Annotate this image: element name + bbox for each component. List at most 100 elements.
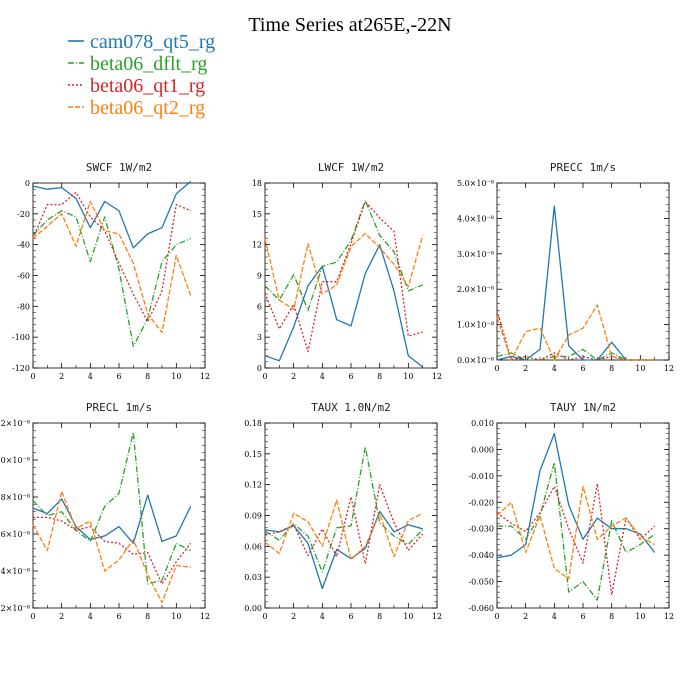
legend-label-cam078_qt5_rg: cam078_qt5_rg — [90, 31, 215, 53]
y-tick-label: 15 — [252, 210, 262, 219]
x-tick-label: 0 — [262, 612, 267, 621]
y-tick-label: -0.050 — [468, 578, 494, 587]
x-tick-label: 2 — [59, 372, 64, 381]
y-tick-label: 2.0×10⁻⁸ — [457, 285, 494, 294]
x-tick-label: 10 — [403, 612, 413, 621]
series-line-beta06_qt1_rg — [33, 516, 192, 585]
y-tick-label: 0.8×10⁻⁸ — [0, 493, 30, 502]
y-tick-label: -120 — [12, 364, 30, 373]
y-tick-label: 0.0×10⁻⁸ — [457, 356, 494, 365]
x-tick-label: 0 — [494, 612, 499, 621]
x-tick-label: 10 — [171, 612, 181, 621]
series-line-beta06_dflt_rg — [32, 431, 191, 585]
series-line-beta06_qt1_rg — [32, 191, 191, 323]
y-tick-label: 0.4×10⁻⁸ — [0, 567, 30, 576]
series-line-beta06_qt1_rg — [264, 484, 424, 565]
figure-title: Time Series at265E,-22N — [248, 14, 451, 36]
x-tick-label: 0 — [494, 364, 499, 373]
y-tick-label: 1.0×10⁻⁸ — [457, 321, 494, 330]
y-tick-label: 0.6×10⁻⁸ — [0, 530, 30, 539]
series-line-beta06_dflt_rg — [497, 461, 656, 601]
x-tick-label: 6 — [116, 612, 121, 621]
panels: SWCF 1W/m2 0 2 4 6 8 10 12 -120 -100 -80 -60 -40 -20 0… — [0, 161, 674, 621]
x-tick-label: 2 — [523, 612, 528, 621]
series-line-cam078_qt5_rg — [496, 432, 656, 559]
panel-precl: PRECL 1m/s 0 2 4 6 8 10 12 0.2×10⁻⁸ 0.4×10⁻⁸ 0.6×1… — [0, 401, 210, 621]
y-tick-label: 12 — [252, 241, 262, 250]
legend-label-beta06_dflt_rg: beta06_dflt_rg — [90, 53, 207, 75]
legend-label-beta06_qt2_rg: beta06_qt2_rg — [90, 97, 205, 119]
series-line-cam078_qt5_rg — [32, 181, 192, 249]
x-tick-label: 12 — [664, 364, 674, 373]
y-tick-label: 0.00 — [244, 604, 262, 613]
x-tick-label: 0 — [262, 372, 267, 381]
y-tick-label: 0 — [257, 364, 262, 373]
y-tick-label: -80 — [17, 302, 30, 311]
series-line-beta06_dflt_rg — [32, 210, 191, 348]
x-tick-label: 6 — [116, 372, 121, 381]
y-tick-label: 4.0×10⁻⁸ — [457, 214, 494, 223]
x-tick-label: 12 — [200, 612, 210, 621]
x-tick-label: 10 — [403, 372, 413, 381]
x-tick-label: 8 — [145, 612, 150, 621]
panel-title: PRECC 1m/s — [550, 161, 616, 174]
panel-title: LWCF 1W/m2 — [318, 161, 384, 174]
x-tick-label: 4 — [552, 364, 557, 373]
series-line-cam078_qt5_rg — [264, 510, 423, 590]
y-tick-label: 3 — [257, 333, 262, 342]
series-line-beta06_qt2_rg — [32, 490, 191, 604]
x-tick-label: 8 — [609, 612, 614, 621]
series-line-cam078_qt5_rg — [496, 205, 655, 361]
panel-lwcf: LWCF 1W/m2 0 2 4 6 8 10 12 0 3 6 9 12 15 18 — [252, 161, 442, 381]
y-tick-label: -40 — [17, 241, 30, 250]
panel-tauy: TAUY 1N/m2 0 2 4 6 8 10 12 -0.060 -0.050 -0.040 -0.… — [468, 401, 674, 621]
x-tick-label: 6 — [580, 612, 585, 621]
y-tick-label: -0.020 — [468, 498, 494, 507]
series-line-beta06_qt2_rg — [496, 304, 655, 361]
x-tick-label: 4 — [552, 612, 557, 621]
x-tick-label: 2 — [523, 364, 528, 373]
x-tick-label: 8 — [145, 372, 150, 381]
x-tick-label: 8 — [377, 372, 382, 381]
y-tick-label: 0.15 — [244, 450, 262, 459]
y-tick-label: 18 — [252, 179, 262, 188]
y-tick-label: -20 — [17, 210, 30, 219]
series-line-beta06_qt2_rg — [264, 499, 423, 561]
series-line-beta06_dflt_rg — [264, 445, 424, 573]
y-tick-label: 0.06 — [244, 542, 262, 551]
y-tick-label: 0.000 — [471, 445, 494, 454]
plot-frame — [32, 422, 206, 609]
panel-title: TAUY 1N/m2 — [550, 401, 616, 414]
y-tick-label: -60 — [17, 272, 30, 281]
series-line-beta06_dflt_rg — [496, 348, 655, 361]
panel-title: SWCF 1W/m2 — [86, 161, 152, 174]
panel-title: TAUX 1.0N/m2 — [311, 401, 390, 414]
x-tick-label: 10 — [635, 364, 645, 373]
x-tick-label: 6 — [348, 372, 353, 381]
panel-taux: TAUX 1.0N/m2 0 2 4 6 8 10 12 0.00 0.03 0.06 0.09 0.1… — [244, 401, 442, 621]
x-tick-label: 4 — [320, 372, 325, 381]
y-tick-label: 3.0×10⁻⁸ — [457, 250, 494, 259]
y-tick-label: 0.09 — [244, 512, 262, 521]
y-tick-label: 0 — [25, 179, 30, 188]
y-tick-label: 0.010 — [471, 419, 494, 428]
x-tick-label: 2 — [59, 612, 64, 621]
y-tick-label: -0.010 — [468, 472, 494, 481]
y-tick-label: 0.12 — [244, 481, 262, 490]
y-tick-label: -100 — [12, 333, 30, 342]
x-tick-label: 12 — [664, 612, 674, 621]
x-tick-label: 4 — [320, 612, 325, 621]
series-line-beta06_qt2_rg — [32, 200, 192, 334]
series-line-beta06_qt2_rg — [264, 232, 424, 311]
y-tick-label: 0.18 — [244, 419, 262, 428]
y-tick-label: 0.03 — [244, 573, 262, 582]
panel-title: PRECL 1m/s — [86, 401, 152, 414]
x-tick-label: 8 — [377, 612, 382, 621]
x-tick-label: 4 — [88, 612, 93, 621]
series-line-beta06_qt1_rg — [264, 200, 423, 353]
y-tick-label: -0.040 — [468, 551, 494, 560]
series-line-cam078_qt5_rg — [264, 244, 424, 368]
x-tick-label: 10 — [171, 372, 181, 381]
x-tick-label: 2 — [291, 612, 296, 621]
x-tick-label: 8 — [609, 364, 614, 373]
